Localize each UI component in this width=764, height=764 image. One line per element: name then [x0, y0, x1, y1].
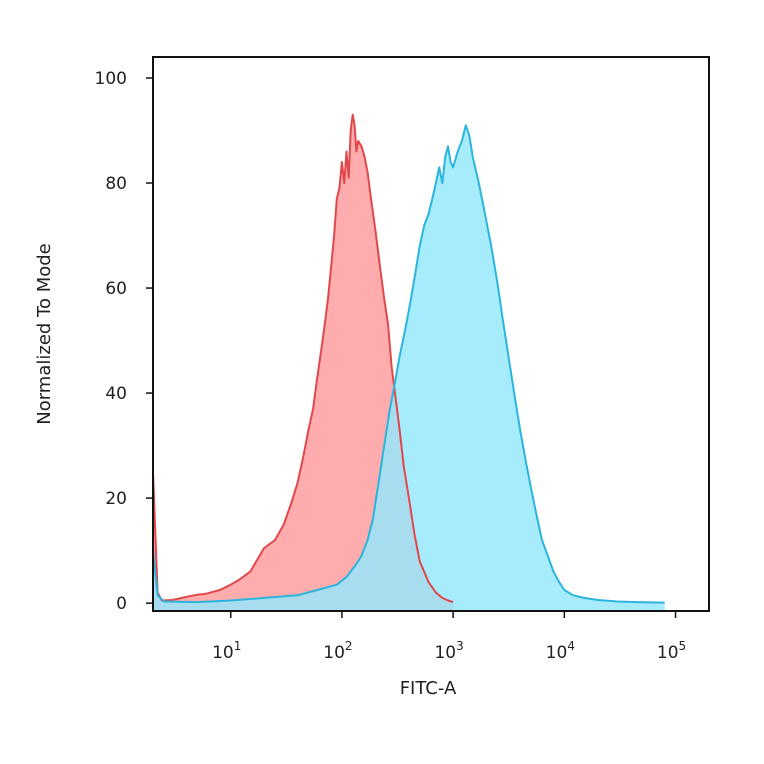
series-layer	[152, 113, 665, 612]
x-axis-ticks: 101 102 103 104 105	[212, 611, 686, 663]
series-1-line	[152, 124, 665, 604]
series-1-area	[153, 125, 665, 612]
y-tick-label: 80	[105, 174, 127, 194]
y-axis-title: Normalized To Mode	[34, 243, 55, 425]
x-tick-label: 104	[546, 639, 575, 663]
plot-frame	[152, 56, 710, 612]
x-axis-title: FITC-A	[400, 678, 457, 699]
x-tick-label: 103	[434, 639, 463, 663]
x-tick-label: 102	[323, 639, 352, 663]
y-tick-label: 40	[105, 384, 127, 404]
y-tick-label: 60	[105, 279, 127, 299]
y-tick-label: 20	[105, 489, 127, 509]
y-tick-label: 100	[95, 69, 127, 89]
series-0-line	[152, 113, 454, 604]
y-axis-ticks: 0 20 40 60 80 100	[95, 69, 153, 614]
y-tick-label: 0	[116, 594, 127, 614]
x-tick-label: 101	[212, 639, 241, 663]
x-tick-label: 105	[657, 639, 686, 663]
